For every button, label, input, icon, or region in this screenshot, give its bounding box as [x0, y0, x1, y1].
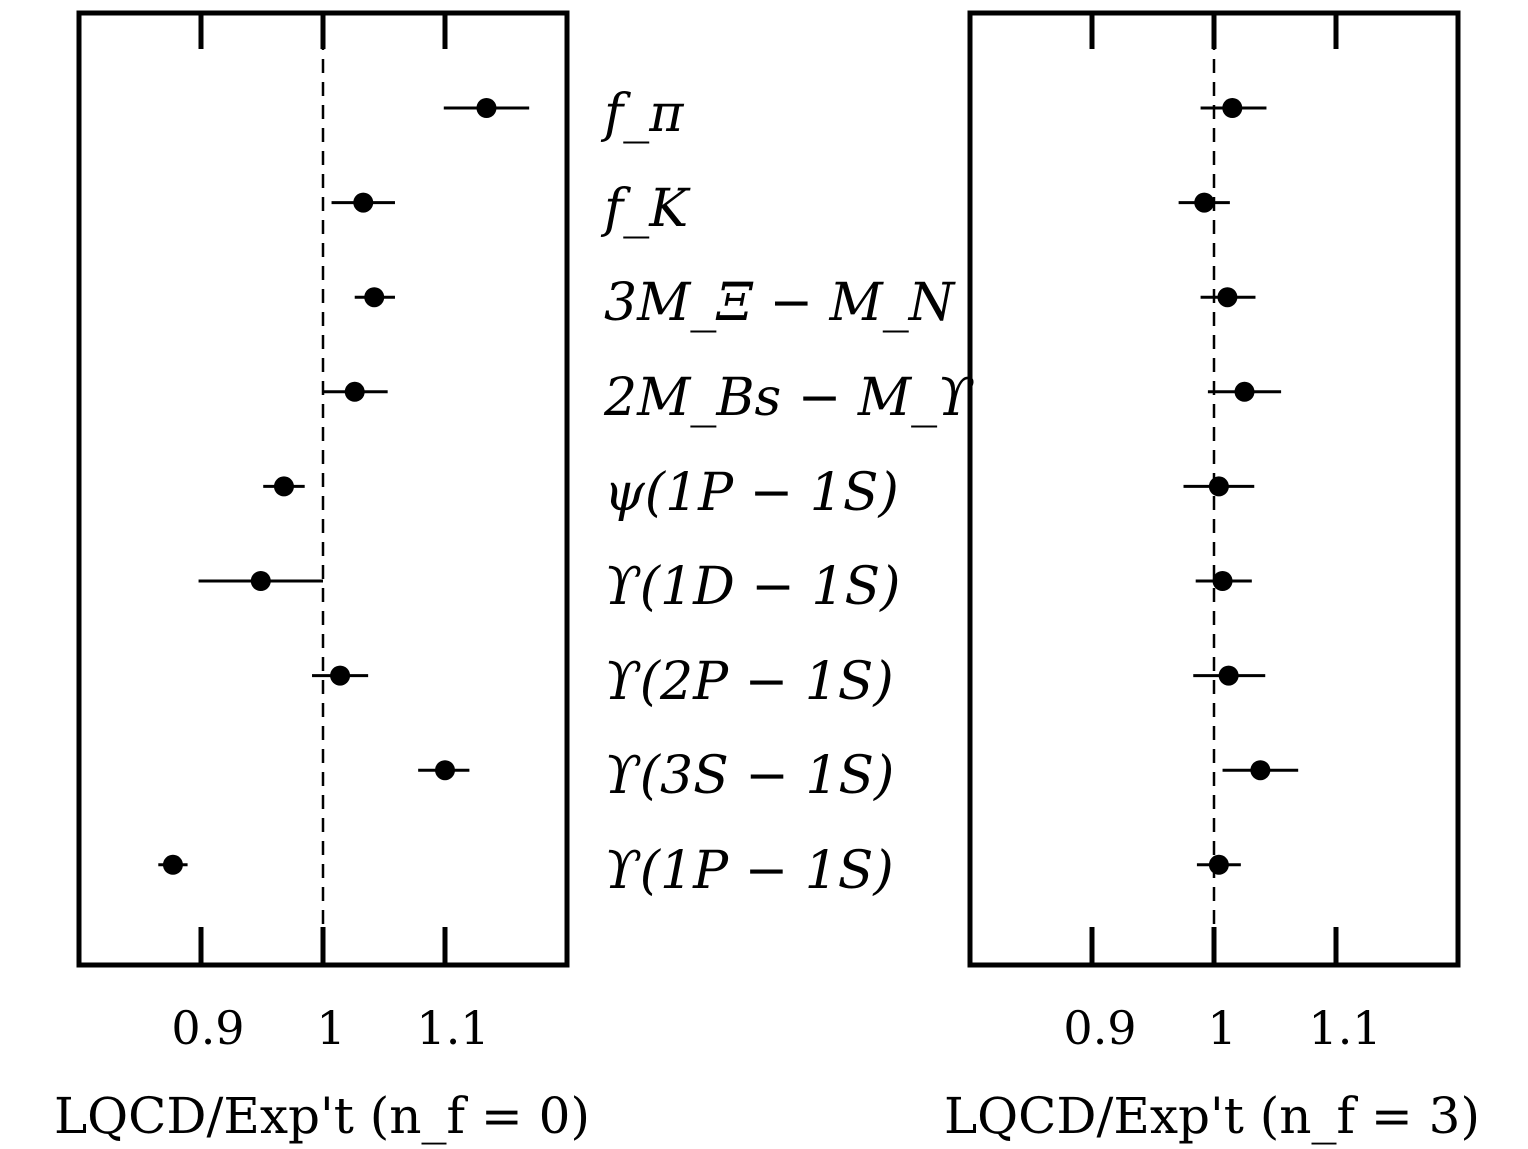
panel-right-marks: [1089, 13, 1339, 965]
data-point: [1212, 571, 1233, 591]
data-point: [1208, 476, 1229, 497]
data-point: [344, 381, 365, 402]
quantity-label: ψ(1P − 1S): [604, 463, 899, 523]
data-point: [250, 571, 271, 591]
panel-right: 0.9 1 1.1 LQCD/Exp't (n_f = 3): [944, 10, 1480, 1145]
panel-left-marks: [158, 13, 530, 965]
tick-label: 0.9: [1063, 1001, 1136, 1055]
data-point: [435, 760, 455, 781]
quantity-label: ϒ(1P − 1S): [604, 841, 894, 901]
x-axis-label: LQCD/Exp't (n_f = 0): [54, 1087, 590, 1145]
x-axis-label: LQCD/Exp't (n_f = 3): [944, 1087, 1480, 1145]
data-point: [1234, 381, 1255, 402]
tick-label: 1: [316, 1001, 345, 1055]
data-point: [330, 665, 351, 686]
data-point: [1208, 854, 1229, 875]
quantity-label: f_π: [600, 84, 684, 144]
quantity-label: ϒ(1D − 1S): [604, 557, 900, 617]
data-point: [1218, 665, 1239, 686]
data-point: [476, 98, 497, 118]
data-point: [1222, 98, 1243, 118]
tick-label: 0.9: [171, 1001, 244, 1055]
data-point: [1217, 287, 1238, 308]
tick-label: 1: [1207, 1001, 1236, 1055]
quantity-label: ϒ(2P − 1S): [604, 652, 894, 712]
data-point: [1250, 760, 1271, 781]
data-point: [162, 854, 183, 875]
quantity-label: 3M_Ξ − M_N: [604, 273, 956, 333]
tick-label: 1.1: [416, 1001, 489, 1055]
tick-label: 1.1: [1308, 1001, 1381, 1055]
quantity-label: 2M_Bs − M_ϒ: [603, 368, 974, 428]
data-point: [273, 476, 294, 497]
panel-left: 0.9 1 1.1 LQCD/Exp't (n_f = 0): [54, 10, 590, 1145]
quantity-label: ϒ(3S − 1S): [604, 746, 894, 806]
data-point: [1194, 192, 1215, 213]
data-point: [353, 192, 374, 213]
quantity-label: f_K: [600, 179, 691, 239]
quantity-labels: f_π f_K 3M_Ξ − M_N 2M_Bs − M_ϒ ψ(1P − 1S…: [600, 84, 974, 901]
data-point: [364, 287, 385, 308]
